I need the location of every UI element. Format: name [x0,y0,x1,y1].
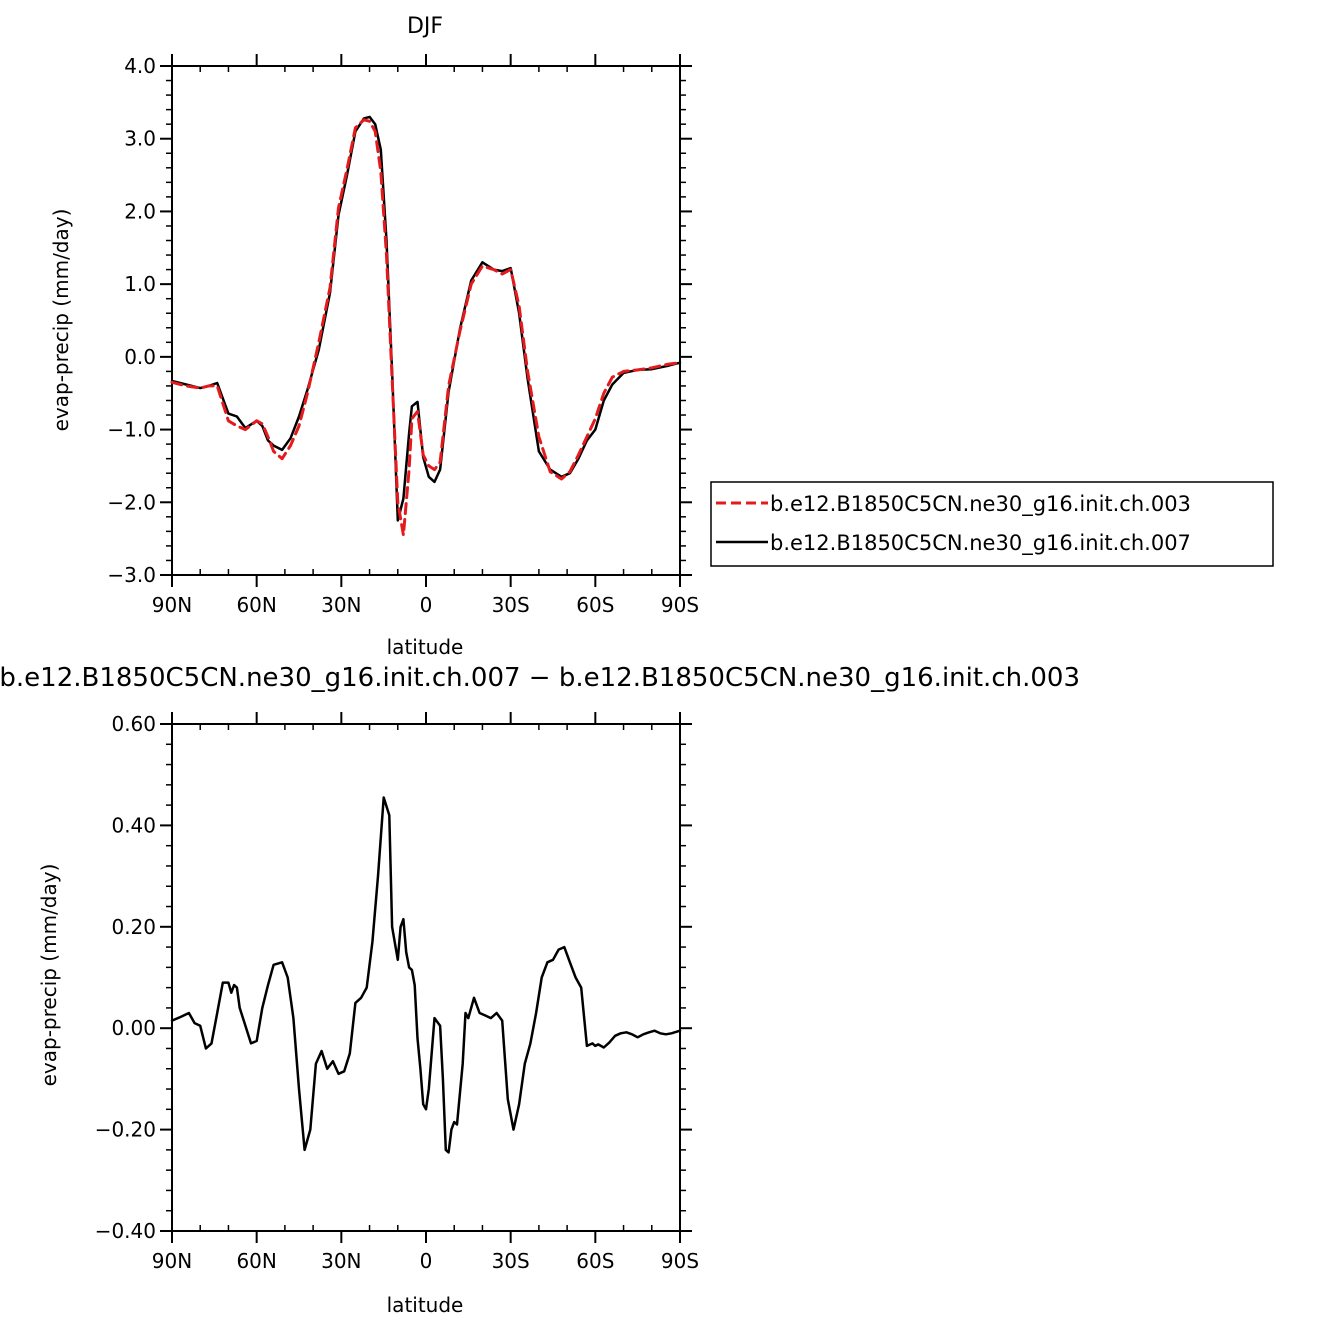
top-panel-title: DJF [407,14,443,39]
legend: b.e12.B1850C5CN.ne30_g16.init.ch.003 b.e… [710,481,1274,567]
x-tick-label: 30N [321,1249,361,1273]
y-tick-label: 0.60 [111,712,156,736]
legend-box [710,481,1274,567]
y-tick-label: 3.0 [124,127,156,151]
x-tick-label: 0 [420,1249,433,1273]
top-tick-marks [160,54,692,587]
bottom-panel: b.e12.B1850C5CN.ne30_g16.init.ch.007 − b… [0,663,1080,1317]
y-tick-label: 0.00 [111,1016,156,1040]
bottom-panel-title: b.e12.B1850C5CN.ne30_g16.init.ch.007 − b… [0,663,1080,693]
x-tick-label: 90N [152,1249,192,1273]
y-tick-label: 0.0 [124,345,156,369]
y-tick-label: 2.0 [124,199,156,223]
legend-label-1: b.e12.B1850C5CN.ne30_g16.init.ch.003 [770,492,1191,517]
x-tick-label: 30S [492,1249,530,1273]
top-series-lines [170,115,682,537]
series-line-dashed-0 [170,118,682,537]
bottom-x-tick-labels: 90N 60N 30N 0 30S 60S 90S [152,1249,699,1273]
y-tick-label: −3.0 [107,563,156,587]
bottom-y-axis-label: evap-precip (mm/day) [37,864,61,1087]
x-tick-label: 90S [661,593,699,617]
top-x-tick-labels: 90N 60N 30N 0 30S 60S 90S [152,593,699,617]
x-tick-label: 0 [420,593,433,617]
x-tick-label: 90S [661,1249,699,1273]
bottom-x-axis-label: latitude [387,1293,464,1317]
legend-label-2: b.e12.B1850C5CN.ne30_g16.init.ch.007 [770,531,1191,556]
bottom-series-lines [170,796,682,1154]
bottom-y-tick-labels: 0.60 0.40 0.20 0.00 −0.20 −0.40 [95,712,156,1243]
x-tick-label: 60S [576,1249,614,1273]
y-tick-label: −0.40 [95,1219,156,1243]
bottom-plot-frame [171,723,681,1232]
top-panel: DJF 4.0 3.0 2.0 1.0 0.0 −1.0 −2.0 −3.0 90N 60N 30… [49,14,699,659]
x-tick-label: 60N [236,1249,276,1273]
top-y-tick-labels: 4.0 3.0 2.0 1.0 0.0 −1.0 −2.0 −3.0 [107,54,156,587]
y-tick-label: −0.20 [95,1118,156,1142]
x-tick-label: 90N [152,593,192,617]
x-tick-label: 30N [321,593,361,617]
top-y-axis-label: evap-precip (mm/day) [49,209,73,432]
y-tick-label: 4.0 [124,54,156,78]
x-tick-label: 60S [576,593,614,617]
x-tick-label: 60N [236,593,276,617]
top-x-axis-label: latitude [387,635,464,659]
y-tick-label: 1.0 [124,272,156,296]
top-plot-frame [171,65,681,576]
y-tick-label: −2.0 [107,490,156,514]
series-line-solid-0 [170,796,682,1154]
bottom-tick-marks [160,712,692,1243]
y-tick-label: 0.40 [111,813,156,837]
x-tick-label: 30S [492,593,530,617]
y-tick-label: 0.20 [111,915,156,939]
y-tick-label: −1.0 [107,418,156,442]
